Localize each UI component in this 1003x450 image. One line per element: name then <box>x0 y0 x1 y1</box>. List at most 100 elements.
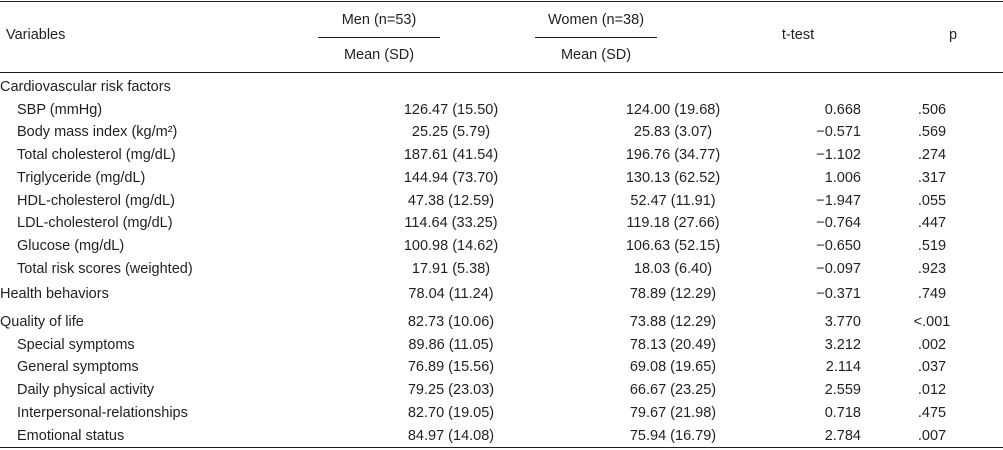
cell-men: 79.25 (23.03) <box>407 382 495 399</box>
cell-ttest: −0.571 <box>816 124 861 141</box>
cell-ttest: −0.650 <box>816 237 861 254</box>
table-row: General symptoms 76.89 (15.56) 69.08 (19.6… <box>0 356 1003 379</box>
cell-men <box>327 76 575 99</box>
table-row: Total risk scores (weighted) 17.91 (5.38)… <box>0 258 1003 281</box>
cell-women: 79.67 (21.98) <box>629 404 717 421</box>
cell-p: .055 <box>917 192 947 209</box>
table-row: Daily physical activity 79.25 (23.03) 66.6… <box>0 379 1003 402</box>
cell-variable: Total cholesterol (mg/dL) <box>17 147 176 164</box>
cell-p: .569 <box>917 124 947 141</box>
cell-ttest: −1.947 <box>816 192 861 209</box>
header-rule <box>0 72 1003 73</box>
cell-p: .012 <box>917 382 947 399</box>
cell-p: .002 <box>917 336 947 353</box>
header-women-stat: Mean (SD) <box>560 47 632 63</box>
table-row: Triglyceride (mg/dL) 144.94 (73.70) 130.13… <box>0 167 1003 190</box>
cell-ttest: −0.764 <box>816 215 861 232</box>
table-row: Emotional status 84.97 (14.08) 75.94 (16.7… <box>0 425 1003 448</box>
table-row: Body mass index (kg/m²) 25.25 (5.79) 25.83… <box>0 121 1003 144</box>
cell-women: 69.08 (19.65) <box>629 359 717 376</box>
cell-women: 106.63 (52.15) <box>625 237 721 254</box>
cell-p: .923 <box>917 260 947 277</box>
cell-variable: HDL-cholesterol (mg/dL) <box>17 192 175 209</box>
cell-men: 82.73 (10.06) <box>407 314 495 331</box>
cell-ttest: 0.718 <box>824 404 861 421</box>
cell-ttest: 1.006 <box>824 169 861 186</box>
cell-men: 47.38 (12.59) <box>407 192 495 209</box>
cell-women: 196.76 (34.77) <box>625 147 721 164</box>
cell-p: .447 <box>917 215 947 232</box>
cell-women: 66.67 (23.25) <box>629 382 717 399</box>
cell-ttest: −1.102 <box>816 147 861 164</box>
cell-variable: General symptoms <box>17 359 139 376</box>
cell-women: 124.00 (19.68) <box>625 101 721 118</box>
cell-women: 18.03 (6.40) <box>633 260 713 277</box>
cell-women: 78.13 (20.49) <box>629 336 717 353</box>
cell-variable: Total risk scores (weighted) <box>17 260 193 277</box>
cell-p: .475 <box>917 404 947 421</box>
cell-women: 119.18 (27.66) <box>626 215 720 232</box>
header-women-group: Women (n=38) <box>547 12 645 28</box>
cell-p: .749 <box>917 286 947 303</box>
table-row: HDL-cholesterol (mg/dL) 47.38 (12.59) 52.4… <box>0 190 1003 213</box>
cell-men: 17.91 (5.38) <box>411 260 491 277</box>
cell-men: 78.04 (11.24) <box>408 286 494 303</box>
cell-variable: Triglyceride (mg/dL) <box>17 169 146 186</box>
cell-women: 130.13 (62.52) <box>625 169 721 186</box>
cell-p <box>861 76 1003 99</box>
cell-p: .037 <box>917 359 947 376</box>
table-row: Quality of life 82.73 (10.06) 73.88 (12.29… <box>0 306 1003 334</box>
cell-women: 73.88 (12.29) <box>629 314 717 331</box>
women-group-rule <box>535 37 657 38</box>
table-row: Cardiovascular risk factors <box>0 76 1003 99</box>
cell-men: 187.61 (41.54) <box>403 147 499 164</box>
cell-p: .506 <box>917 101 947 118</box>
cell-women: 52.47 (11.91) <box>630 192 716 209</box>
cell-ttest: 2.114 <box>825 359 861 376</box>
cell-men: 126.47 (15.50) <box>403 101 499 118</box>
cell-ttest: 3.212 <box>824 336 861 353</box>
table-body: Cardiovascular risk factors SBP (mmHg) 126… <box>0 76 1003 447</box>
header-men-stat: Mean (SD) <box>343 47 415 63</box>
cell-p: .317 <box>917 169 947 186</box>
table-row: Interpersonal-relationships 82.70 (19.05)… <box>0 402 1003 425</box>
table-row: Glucose (mg/dL) 100.98 (14.62) 106.63 (52.… <box>0 235 1003 258</box>
cell-ttest: 3.770 <box>824 314 861 331</box>
cell-men: 89.86 (11.05) <box>408 336 494 353</box>
cell-variable: Emotional status <box>17 427 125 444</box>
cell-variable: SBP (mmHg) <box>17 101 103 118</box>
cell-women: 75.94 (16.79) <box>629 427 717 444</box>
cell-variable: Body mass index (kg/m²) <box>17 124 178 141</box>
cell-variable: Interpersonal-relationships <box>17 404 188 421</box>
cell-variable: Daily physical activity <box>17 382 154 399</box>
cell-p: .007 <box>917 427 947 444</box>
header-men-group: Men (n=53) <box>341 12 417 28</box>
cell-men: 25.25 (5.79) <box>411 124 491 141</box>
cell-men: 100.98 (14.62) <box>403 237 499 254</box>
cell-ttest: −0.371 <box>816 286 861 303</box>
cell-women <box>575 76 771 99</box>
cell-ttest: 2.559 <box>824 382 861 399</box>
cell-variable: Special symptoms <box>17 336 135 353</box>
table-row: Special symptoms 89.86 (11.05) 78.13 (20.4… <box>0 334 1003 357</box>
cell-ttest: 0.668 <box>824 101 861 118</box>
cell-p: .519 <box>917 237 947 254</box>
table-row: LDL-cholesterol (mg/dL) 114.64 (33.25) 119… <box>0 212 1003 235</box>
cell-women: 78.89 (12.29) <box>629 286 717 303</box>
cell-men: 114.64 (33.25) <box>404 215 498 232</box>
cell-women: 25.83 (3.07) <box>633 124 713 141</box>
cell-variable: Glucose (mg/dL) <box>17 237 125 254</box>
cell-men: 144.94 (73.70) <box>403 169 499 186</box>
cell-men: 76.89 (15.56) <box>407 359 495 376</box>
bottom-rule <box>0 447 1003 448</box>
header-p: p <box>948 27 958 43</box>
cell-ttest: 2.784 <box>824 427 861 444</box>
cell-p: <.001 <box>913 314 951 331</box>
cell-ttest <box>771 76 861 99</box>
cell-men: 82.70 (19.05) <box>407 404 495 421</box>
top-rule <box>0 1 1003 2</box>
cell-variable: Health behaviors <box>0 286 109 303</box>
table-row: Total cholesterol (mg/dL) 187.61 (41.54) 1… <box>0 144 1003 167</box>
cell-variable: Quality of life <box>0 314 84 331</box>
